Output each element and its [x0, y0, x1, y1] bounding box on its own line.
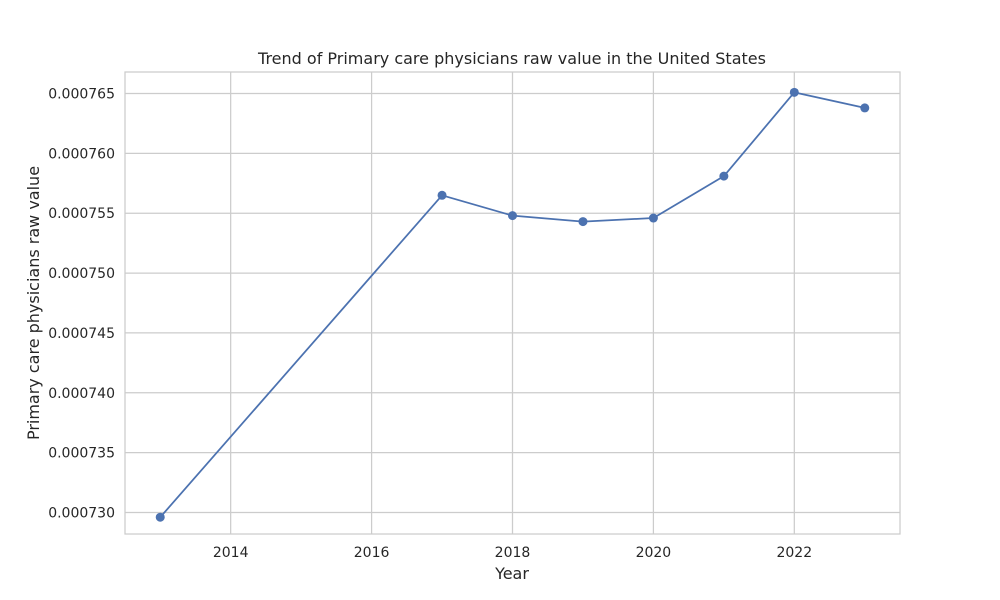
- data-point: [789, 87, 799, 97]
- x-tick-label: 2016: [354, 545, 390, 561]
- x-tick-label: 2020: [636, 545, 672, 561]
- grid: [125, 72, 900, 534]
- x-axis-ticks: 2014 2016 2018 2020 2022: [213, 545, 812, 561]
- x-axis-label: Year: [494, 564, 529, 583]
- x-tick-label: 2022: [776, 545, 812, 561]
- series-layer: [155, 87, 870, 522]
- data-point: [437, 190, 447, 200]
- data-point: [508, 211, 517, 221]
- y-tick-label: 0.000760: [48, 146, 115, 162]
- data-point: [155, 512, 165, 522]
- chart-title: Trend of Primary care physicians raw val…: [257, 49, 766, 68]
- y-tick-label: 0.000735: [48, 446, 115, 462]
- x-tick-label: 2018: [495, 545, 531, 561]
- data-point: [648, 213, 658, 223]
- data-point: [578, 217, 588, 227]
- y-tick-label: 0.000730: [48, 505, 115, 521]
- y-tick-label: 0.000740: [48, 386, 115, 402]
- data-point: [860, 103, 870, 113]
- series-line: [159, 91, 865, 518]
- data-point: [719, 171, 729, 181]
- y-tick-label: 0.000755: [48, 206, 115, 222]
- y-tick-label: 0.000765: [48, 87, 115, 103]
- y-axis-label: Primary care physicians raw value: [24, 166, 43, 440]
- y-tick-label: 0.000750: [48, 266, 115, 282]
- x-tick-label: 2014: [213, 545, 249, 561]
- y-tick-label: 0.000745: [48, 326, 115, 342]
- y-axis-ticks: 0.000730 0.000735 0.000740 0.000745 0.000750…: [48, 87, 115, 522]
- plot-area-frame: [124, 71, 901, 535]
